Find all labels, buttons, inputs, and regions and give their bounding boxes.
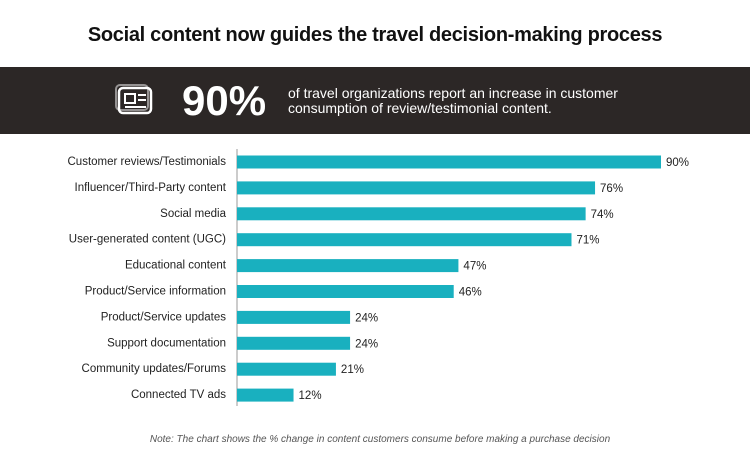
bar	[237, 233, 572, 247]
bar	[237, 336, 351, 350]
value-label: 24%	[355, 338, 378, 350]
category-label: Community updates/Forums	[82, 363, 227, 375]
category-label: Product/Service updates	[101, 311, 227, 323]
bar	[237, 155, 661, 169]
bar	[237, 207, 586, 221]
value-label: 21%	[341, 364, 364, 376]
note: Note: The chart shows the % change in co…	[149, 434, 611, 445]
value-label: 71%	[576, 235, 599, 247]
bar	[237, 310, 351, 324]
category-label: Educational content	[125, 260, 227, 272]
bar	[237, 362, 336, 376]
category-label: Customer reviews/Testimonials	[68, 156, 227, 168]
bar	[237, 388, 294, 402]
chart-title: Social content now guides the travel dec…	[87, 24, 663, 46]
bar	[237, 181, 596, 195]
category-label: Support documentation	[107, 337, 226, 349]
value-label: 12%	[299, 390, 322, 402]
value-label: 74%	[591, 209, 614, 221]
value-label: 90%	[666, 157, 689, 169]
bar	[237, 285, 454, 298]
value-label: 46%	[459, 287, 482, 299]
value-label: 24%	[355, 312, 378, 324]
category-label: Connected TV ads	[131, 389, 226, 401]
category-label: Influencer/Third-Party content	[75, 182, 227, 194]
category-label: Product/Service information	[85, 286, 226, 298]
value-label: 76%	[600, 183, 623, 195]
value-label: 47%	[463, 261, 486, 273]
callout-banner: 90% of travel organizations report an in…	[0, 67, 750, 134]
chart: Customer reviews/Testimonials 90% Influenc…	[68, 149, 689, 406]
category-label: Social media	[160, 208, 226, 220]
category-label: User-generated content (UGC)	[69, 234, 226, 246]
callout-figure: 90%	[182, 77, 267, 124]
bar	[237, 259, 459, 273]
callout-text: of travel organizations report an increa…	[288, 85, 618, 116]
icon	[115, 84, 153, 115]
